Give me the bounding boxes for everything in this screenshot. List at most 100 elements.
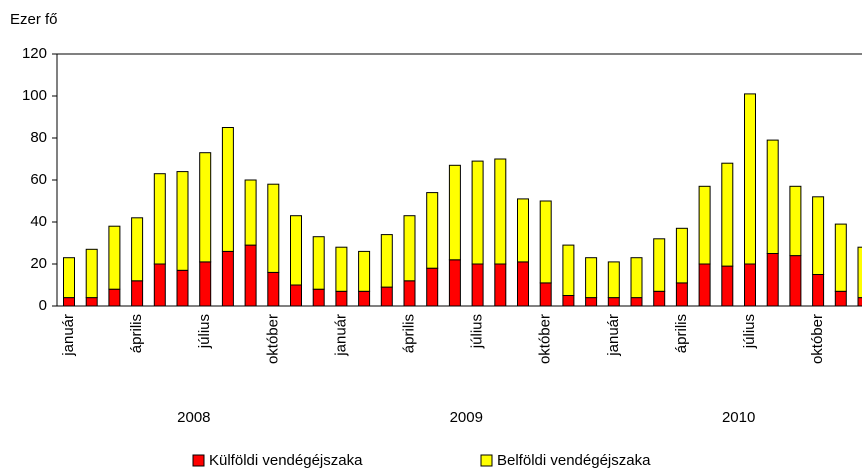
legend-swatch xyxy=(480,454,493,467)
bar-segment xyxy=(199,261,212,307)
bar-segment xyxy=(675,227,688,284)
bar-segment xyxy=(267,271,280,307)
bar-segment xyxy=(312,236,325,290)
bar-segment xyxy=(744,263,756,307)
x-tick-label: január xyxy=(60,314,77,357)
legend-label: Belföldi vendégéjszaka xyxy=(497,452,651,469)
bar-segment xyxy=(675,282,688,307)
bar-segment xyxy=(471,160,484,265)
y-tick-label: 40 xyxy=(30,213,47,230)
bar-segment xyxy=(766,139,779,255)
bar-segment xyxy=(312,288,325,307)
x-tick-label: október xyxy=(537,314,554,364)
bar-segment xyxy=(834,223,847,292)
bar-segment xyxy=(358,250,371,292)
x-tick-label: július xyxy=(196,314,213,349)
bar-segment xyxy=(471,263,484,307)
bar-segment xyxy=(448,164,461,261)
bar-segment xyxy=(335,290,348,307)
bar-segment xyxy=(562,295,575,307)
bar-segment xyxy=(244,244,257,307)
bar-segment xyxy=(721,162,734,267)
x-tick-label: április xyxy=(673,314,690,353)
x-tick-label: október xyxy=(809,314,826,364)
y-tick-label: 20 xyxy=(30,255,47,272)
bar-segment xyxy=(176,269,189,307)
bar-segment xyxy=(812,274,825,307)
x-tick-label: július xyxy=(469,314,486,349)
bar-segment xyxy=(789,185,802,257)
year-label: 2009 xyxy=(450,409,483,426)
bar-segment xyxy=(403,280,416,307)
bar-segment xyxy=(857,246,862,299)
y-axis-label: Ezer fő xyxy=(10,11,58,28)
y-tick-label: 120 xyxy=(22,45,47,62)
bar-segment xyxy=(698,263,711,307)
x-tick-label: január xyxy=(605,314,622,357)
bar-segment xyxy=(426,192,439,269)
bar-segment xyxy=(698,185,711,265)
bar-segment xyxy=(63,297,75,307)
bar-segment xyxy=(244,179,257,246)
x-tick-label: október xyxy=(264,314,281,364)
bar-segment xyxy=(539,282,552,307)
bar-segment xyxy=(176,171,189,271)
bar-segment xyxy=(267,183,280,273)
bar-segment xyxy=(380,234,393,288)
bar-segment xyxy=(153,263,166,307)
x-tick-label: április xyxy=(400,314,417,353)
bar-segment xyxy=(448,259,461,307)
bar-segment xyxy=(153,173,166,265)
bar-segment xyxy=(721,265,734,307)
bar-segment xyxy=(653,290,666,307)
y-tick-label: 100 xyxy=(22,87,47,104)
y-tick-label: 0 xyxy=(39,297,47,314)
bar-segment xyxy=(199,152,212,263)
x-tick-label: július xyxy=(741,314,758,349)
bar-segment xyxy=(607,297,620,307)
bar-segment xyxy=(585,297,598,307)
legend-label: Külföldi vendégéjszaka xyxy=(209,452,363,469)
legend-swatch xyxy=(192,454,205,467)
bar-segment xyxy=(630,257,643,299)
x-tick-label: április xyxy=(128,314,145,353)
bar-segment xyxy=(607,261,620,299)
bar-segment xyxy=(85,297,98,307)
bar-segment xyxy=(789,255,802,307)
bar-segment xyxy=(63,257,75,299)
bar-segment xyxy=(630,297,643,307)
bar-segment xyxy=(403,215,416,282)
bar-segment xyxy=(744,93,756,265)
bar-segment xyxy=(812,196,825,275)
bar-segment xyxy=(539,200,552,284)
bar-segment xyxy=(221,127,234,252)
bar-segment xyxy=(221,250,234,307)
bar-segment xyxy=(653,238,666,292)
y-tick-label: 80 xyxy=(30,129,47,146)
bar-segment xyxy=(494,158,507,265)
bar-segment xyxy=(834,290,847,307)
bar-segment xyxy=(517,261,529,307)
bar-segment xyxy=(335,246,348,292)
bar-segment xyxy=(494,263,507,307)
bar-segment xyxy=(290,215,302,286)
x-tick-label: január xyxy=(332,314,349,357)
bar-segment xyxy=(358,290,371,307)
bar-segment xyxy=(108,225,121,290)
bar-segment xyxy=(131,280,144,307)
bar-segment xyxy=(290,284,302,307)
bar-segment xyxy=(766,253,779,307)
year-label: 2008 xyxy=(177,409,210,426)
bar-segment xyxy=(131,217,144,282)
y-tick-label: 60 xyxy=(30,171,47,188)
bar-segment xyxy=(585,257,598,299)
bar-segment xyxy=(517,198,529,263)
bar-segment xyxy=(380,286,393,307)
bar-segment xyxy=(857,297,862,307)
bar-segment xyxy=(562,244,575,297)
bar-segment xyxy=(108,288,121,307)
bar-segment xyxy=(426,267,439,307)
bar-segment xyxy=(85,248,98,299)
year-label: 2010 xyxy=(722,409,755,426)
